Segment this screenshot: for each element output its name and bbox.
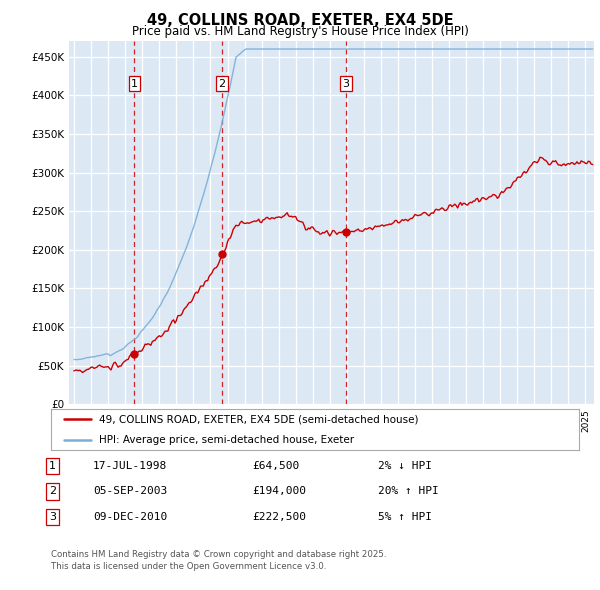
Text: 05-SEP-2003: 05-SEP-2003	[93, 487, 167, 496]
Text: Contains HM Land Registry data © Crown copyright and database right 2025.: Contains HM Land Registry data © Crown c…	[51, 550, 386, 559]
Text: 49, COLLINS ROAD, EXETER, EX4 5DE (semi-detached house): 49, COLLINS ROAD, EXETER, EX4 5DE (semi-…	[98, 415, 418, 424]
Text: 2: 2	[49, 487, 56, 496]
Text: £64,500: £64,500	[252, 461, 299, 471]
Text: £194,000: £194,000	[252, 487, 306, 496]
Text: Price paid vs. HM Land Registry's House Price Index (HPI): Price paid vs. HM Land Registry's House …	[131, 25, 469, 38]
Text: 09-DEC-2010: 09-DEC-2010	[93, 512, 167, 522]
Text: 3: 3	[343, 78, 349, 88]
Text: 5% ↑ HPI: 5% ↑ HPI	[378, 512, 432, 522]
Text: 2: 2	[218, 78, 226, 88]
Text: 2% ↓ HPI: 2% ↓ HPI	[378, 461, 432, 471]
Text: 17-JUL-1998: 17-JUL-1998	[93, 461, 167, 471]
Text: This data is licensed under the Open Government Licence v3.0.: This data is licensed under the Open Gov…	[51, 562, 326, 571]
Text: HPI: Average price, semi-detached house, Exeter: HPI: Average price, semi-detached house,…	[98, 435, 353, 444]
Text: 3: 3	[49, 512, 56, 522]
Text: £222,500: £222,500	[252, 512, 306, 522]
Text: 1: 1	[131, 78, 138, 88]
Text: 20% ↑ HPI: 20% ↑ HPI	[378, 487, 439, 496]
Text: 49, COLLINS ROAD, EXETER, EX4 5DE: 49, COLLINS ROAD, EXETER, EX4 5DE	[146, 13, 454, 28]
Text: 1: 1	[49, 461, 56, 471]
